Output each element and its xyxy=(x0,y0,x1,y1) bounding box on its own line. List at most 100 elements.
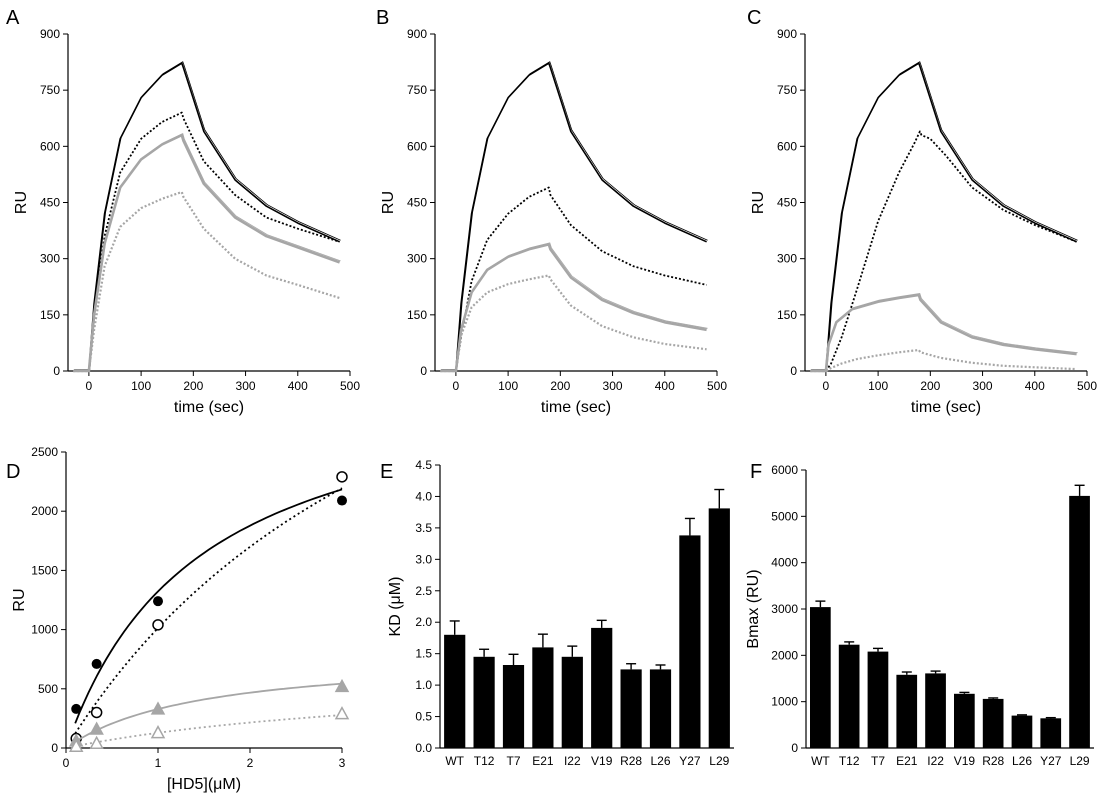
category-label: L26 xyxy=(1012,754,1032,768)
series-replicate-0 xyxy=(74,61,341,370)
bar-V19 xyxy=(591,627,613,748)
category-label: E21 xyxy=(532,754,554,768)
category-label: Y27 xyxy=(679,754,701,768)
fit-curve-1 xyxy=(74,487,343,734)
x-tick-label: 500 xyxy=(1077,379,1097,393)
y-tick-label: 1000 xyxy=(771,695,798,709)
y-tick-label: 0 xyxy=(53,364,60,378)
fit-curve-2 xyxy=(74,682,343,743)
y-tick-label: 2.0 xyxy=(415,615,432,629)
x-tick-label: 300 xyxy=(603,379,623,393)
y-tick-label: 0 xyxy=(791,741,798,755)
y-tick-label: 2.5 xyxy=(415,584,432,598)
y-axis-title: RU xyxy=(380,191,397,214)
y-tick-label: 300 xyxy=(407,252,427,266)
y-tick-label: 750 xyxy=(40,83,60,97)
bar-T7 xyxy=(867,651,889,748)
panel-E: E 0.0 0.5 1.0 1.5 2.0 2.5 3.0 3.5 4.0 4.5 KD (μM) WT… xyxy=(380,458,734,768)
x-axis-title: [HD5](μM) xyxy=(167,776,241,793)
series-line-0 xyxy=(810,62,1077,372)
bar-T12 xyxy=(838,644,860,748)
data-point xyxy=(153,596,163,607)
x-axis-title: time (sec) xyxy=(911,399,981,416)
category-label: T7 xyxy=(871,754,885,768)
y-tick-label: 150 xyxy=(777,308,797,322)
x-tick-label: 100 xyxy=(868,379,888,393)
y-tick-label: 600 xyxy=(40,139,60,153)
category-label: T12 xyxy=(474,754,495,768)
y-tick-label: 0 xyxy=(51,741,58,755)
x-tick-label: 0 xyxy=(823,379,830,393)
y-tick-label: 0 xyxy=(790,364,797,378)
panel-letter: C xyxy=(747,7,761,29)
y-tick-label: 1.5 xyxy=(415,647,432,661)
panel-F: F 0 1000 2000 3000 4000 5000 6000 Bmax (RU) WT T12… xyxy=(745,461,1094,768)
x-axis-title: time (sec) xyxy=(541,399,611,416)
panel-letter: B xyxy=(376,7,389,29)
y-tick-label: 4.5 xyxy=(415,458,432,472)
x-tick-label: 400 xyxy=(1025,379,1045,393)
y-tick-label: 2000 xyxy=(771,648,798,662)
y-axis-title: RU xyxy=(13,191,30,214)
series-line-0 xyxy=(440,62,707,372)
x-tick-label: 3 xyxy=(339,756,346,770)
bar-V19 xyxy=(954,693,975,748)
y-tick-label: 1.0 xyxy=(415,678,432,692)
y-axis-title: KD (μM) xyxy=(387,577,404,637)
series-line-3 xyxy=(810,348,1077,373)
category-label: E21 xyxy=(896,754,918,768)
series-line-0 xyxy=(73,62,340,372)
bar-WT xyxy=(810,607,831,748)
bar-Y27 xyxy=(679,535,701,748)
x-tick-label: 300 xyxy=(236,379,256,393)
series-replicate-2 xyxy=(74,133,341,370)
y-tick-label: 150 xyxy=(407,308,427,322)
series-line-2 xyxy=(440,243,707,373)
y-tick-label: 450 xyxy=(40,196,60,210)
x-tick-label: 400 xyxy=(288,379,308,393)
y-tick-label: 4.0 xyxy=(415,489,432,503)
bar-R28 xyxy=(620,669,642,748)
data-point xyxy=(336,471,348,483)
fit-curve-0 xyxy=(74,488,343,724)
fit-curve-3 xyxy=(75,714,343,748)
y-tick-label: 2500 xyxy=(31,445,58,459)
y-tick-label: 4000 xyxy=(771,556,798,570)
bar-WT xyxy=(444,634,466,748)
data-point xyxy=(334,706,350,720)
panel-B: B 0 150 300 450 600 750 900 RU 0 100 200 300 400 500 ti… xyxy=(376,7,727,416)
x-tick-label: 2 xyxy=(247,756,254,770)
category-label: R28 xyxy=(620,754,642,768)
y-tick-label: 750 xyxy=(777,83,797,97)
y-tick-label: 1000 xyxy=(31,623,58,637)
y-tick-label: 600 xyxy=(777,139,797,153)
category-label: L29 xyxy=(1070,754,1090,768)
bar-E21 xyxy=(532,647,554,748)
data-point xyxy=(90,706,103,719)
data-point xyxy=(152,619,164,631)
category-label: T12 xyxy=(839,754,860,768)
category-label: L29 xyxy=(709,754,729,768)
category-label: I22 xyxy=(564,754,581,768)
y-tick-label: 6000 xyxy=(771,463,798,477)
y-tick-label: 500 xyxy=(38,682,58,696)
series-line-2 xyxy=(810,293,1077,373)
x-tick-label: 500 xyxy=(340,379,360,393)
x-tick-label: 0 xyxy=(63,756,70,770)
y-tick-label: 3.5 xyxy=(415,521,432,535)
y-tick-label: 900 xyxy=(407,27,427,41)
y-tick-label: 3000 xyxy=(771,602,798,616)
panel-D: D 0 500 1000 1500 2000 2500 RU 0 1 2 3 [HD5](μM) xyxy=(6,445,350,793)
bar-L26 xyxy=(1011,715,1033,748)
x-tick-label: 1 xyxy=(155,756,162,770)
bar-L29 xyxy=(708,508,730,748)
category-label: V19 xyxy=(591,754,613,768)
bar-Y27 xyxy=(1040,718,1062,748)
x-tick-label: 300 xyxy=(973,379,993,393)
x-tick-label: 200 xyxy=(920,379,940,393)
y-tick-label: 0 xyxy=(420,364,427,378)
series-line-2 xyxy=(73,133,341,373)
category-label: WT xyxy=(811,754,830,768)
data-point xyxy=(91,658,102,669)
